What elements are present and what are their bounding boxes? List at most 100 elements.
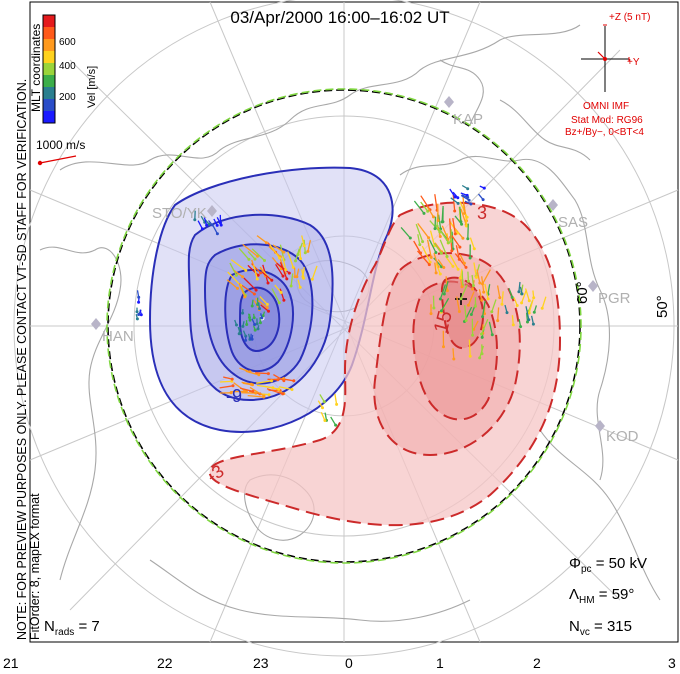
velocity-vector-137 [449,254,459,270]
velocity-vector-origin-105 [302,244,306,248]
velocity-vector-origin-101 [219,223,223,227]
station-label-kap: KAP [453,111,484,128]
velocity-vector-origin-81 [248,318,252,322]
velocity-vector-227 [525,306,530,320]
velocity-vector-31 [238,247,250,260]
velocity-vector-154 [441,225,449,240]
velocity-vector-origin-209 [432,306,436,310]
velocity-vector-origin-156 [422,211,426,215]
velocity-vector-origin-118 [426,209,430,213]
velocity-vector-origin-224 [510,295,514,299]
velocity-vector-149 [441,207,444,222]
velocity-vector-225 [528,299,534,314]
velocity-vector-212 [476,269,481,284]
velocity-vector-origin-170 [435,224,439,228]
velocity-vector-205 [497,307,500,321]
velocity-vector-167 [434,216,437,229]
velocity-vector-origin-8 [252,292,256,296]
station-label-han: HAN [102,328,134,345]
velocity-vector-origin-174 [447,241,450,245]
velocity-vector-origin-204 [480,332,483,336]
velocity-vector-14 [251,248,265,261]
velocity-vector-origin-73 [252,316,256,320]
velocity-vector-21 [271,288,280,304]
velocity-vector-origin-162 [462,261,466,265]
velocity-vector-origin-38 [282,250,286,254]
velocity-vector-204 [480,318,489,335]
velocity-vector-202 [473,320,479,330]
contour-label-3: 3 [477,203,488,223]
velocity-vector-origin-114 [289,284,293,288]
velocity-vector-origin-3 [265,306,269,310]
velocity-vector-214 [443,281,449,295]
station-label-sas: SAS [558,214,589,231]
velocity-vector-origin-217 [473,304,477,308]
velocity-vector-260 [330,416,337,426]
velocity-vector-174 [438,228,450,244]
velocity-vector-origin-184 [481,315,485,319]
velocity-vector-origin-259 [323,419,327,422]
velocity-vector-origin-247 [469,202,473,206]
velocity-vector-231 [524,288,530,301]
velocity-vector-156 [413,200,425,214]
velocity-vector-origin-168 [458,245,462,249]
velocity-vector-origin-201 [471,287,475,291]
velocity-vector-46 [279,386,293,391]
velocity-vector-origin-64 [230,377,234,381]
imf-condition: Bz+/By−, 0<BT<4 [565,127,644,138]
velocity-vector-50 [249,386,265,397]
mlt-hour-3: 3 [668,655,676,671]
velocity-vector-52 [266,388,283,395]
velocity-vector-origin-190 [500,302,504,306]
velocity-vector-230 [520,290,527,304]
velocity-vector-origin-126 [429,255,433,259]
velocity-vector-origin-111 [284,268,288,272]
velocity-vector-28 [227,271,241,286]
stat-nrads-value: = 7 [78,618,100,635]
velocity-vector-origin-122 [451,264,455,268]
velocity-vector-origin-90 [249,337,253,341]
velocity-vector-origin-171 [465,224,468,228]
velocity-vector-origin-163 [459,220,463,224]
velocity-vector-origin-140 [421,240,425,244]
velocity-vector-origin-76 [258,307,261,311]
velocity-vector-origin-192 [464,319,468,322]
velocity-vector-origin-59 [282,379,286,383]
velocity-vector-126 [426,239,432,258]
velocity-vector-180 [496,285,501,298]
stat-phi-value: = 50 kV [595,555,647,572]
velocity-vector-origin-220 [452,357,456,361]
velocity-vector-199 [468,339,471,357]
velocity-vector-origin-66 [277,387,281,391]
velocity-vector-origin-109 [301,275,305,278]
velocity-vector-100 [197,220,203,230]
velocity-vector-origin-177 [466,279,470,283]
colorbar-tick-400: 400 [59,61,76,72]
stat-nvc: Nvc = 315 [569,618,632,638]
velocity-vector-27 [274,284,282,293]
velocity-vector-104 [307,240,312,252]
velocity-vector-origin-246 [481,198,485,202]
velocity-vector-origin-238 [511,323,515,327]
velocity-vector-177 [467,271,470,282]
velocity-vector-origin-54 [266,372,270,376]
velocity-vector-38 [272,244,285,253]
velocity-vector-origin-193 [460,285,464,289]
velocity-colorbar [42,14,56,124]
velocity-vector-188 [467,291,475,306]
velocity-vector-105 [301,235,305,246]
velocity-vector-origin-173 [449,239,453,243]
velocity-vector-origin-241 [456,201,460,205]
velocity-vector-61 [233,382,247,393]
velocity-vector-origin-63 [251,389,255,393]
velocity-vector-origin-227 [527,318,531,322]
velocity-vector-origin-214 [442,292,446,296]
velocity-vector-origin-4 [266,281,270,285]
velocity-vector-34 [269,244,281,259]
station-marker-kod [595,420,605,432]
velocity-vector-origin-229 [505,311,509,315]
mlt-hour-21: 21 [3,655,19,671]
velocity-vector-133 [421,245,431,263]
velocity-vector-origin-249 [137,313,141,316]
